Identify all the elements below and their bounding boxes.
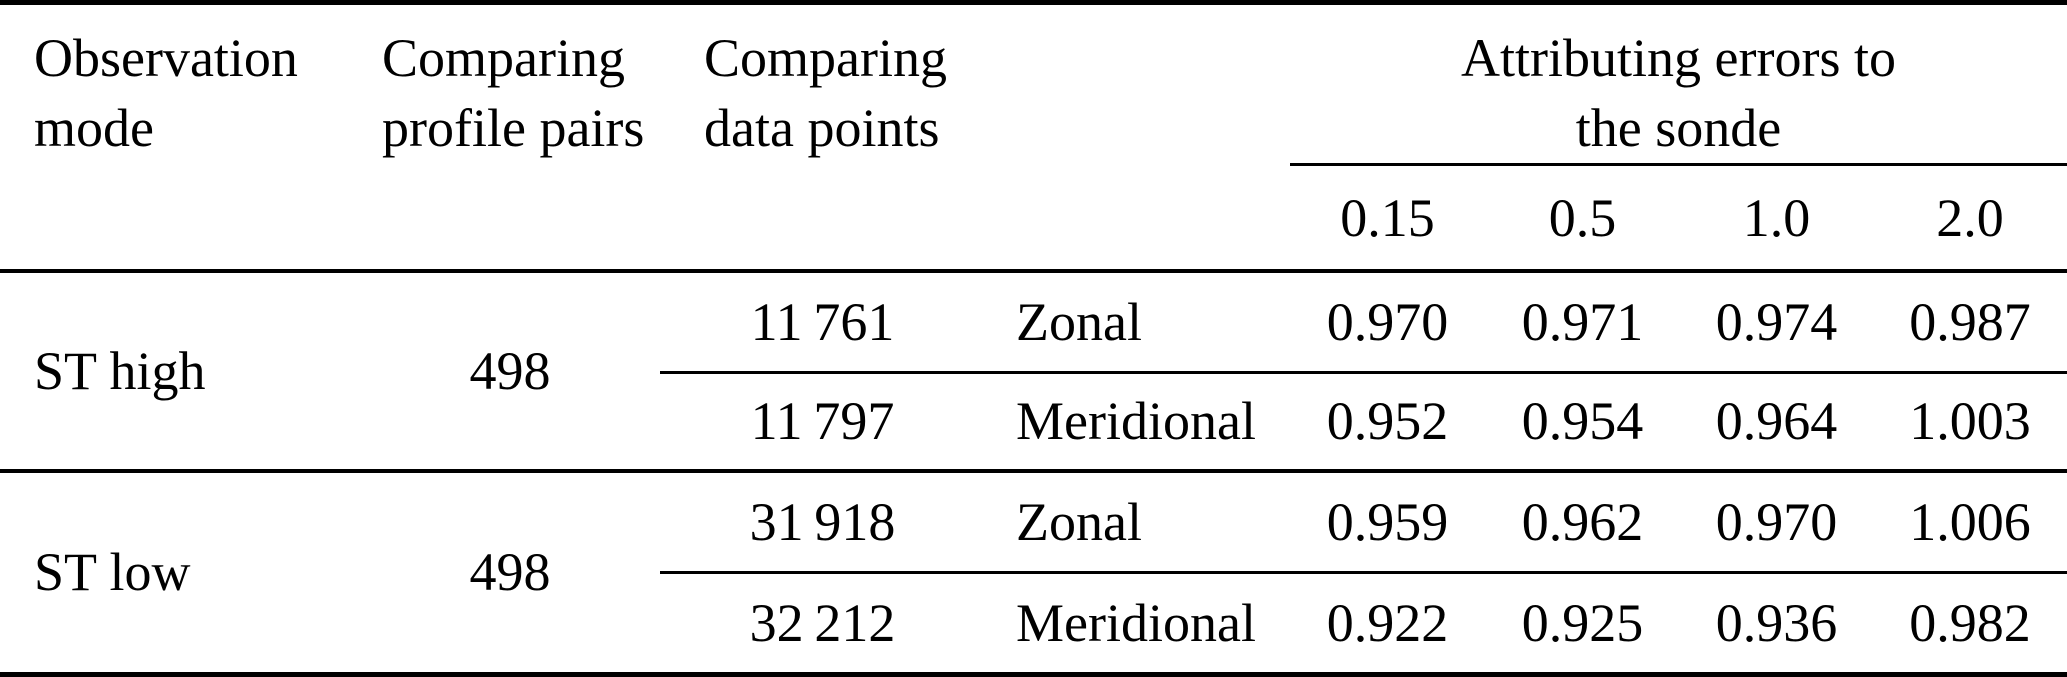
row-st-low-meridional: 32 212 Meridional 0.922 0.925 0.936 0.98… bbox=[0, 572, 2067, 674]
header-observation-mode: Observation mode bbox=[0, 2, 360, 273]
cell-value: 0.970 bbox=[1680, 469, 1873, 574]
header-comparing-profile-pairs: Comparing profile pairs bbox=[360, 2, 660, 273]
cell-value: 0.970 bbox=[1290, 270, 1485, 374]
cell-observation-mode: ST high bbox=[34, 340, 206, 401]
cell-value: 0.925 bbox=[1521, 592, 1644, 653]
cell-value: 0.974 bbox=[1680, 270, 1873, 374]
cell-value: 0.964 bbox=[1715, 391, 1838, 452]
row-st-high-meridional: 11 797 Meridional 0.952 0.954 0.964 1.00… bbox=[0, 372, 2067, 471]
cell-data-points: 31 918 bbox=[660, 469, 985, 574]
row-st-low-zonal: ST low 498 31 918 Zonal 0.959 0.962 0.97… bbox=[0, 469, 2067, 675]
cell-direction: Zonal bbox=[985, 270, 1290, 374]
cell-value: 0.954 bbox=[1521, 391, 1644, 452]
cell-value: 0.959 bbox=[1290, 469, 1485, 574]
cell-value: 1.003 bbox=[1909, 391, 2031, 452]
header-error-level-1: 0.5 bbox=[1485, 164, 1680, 273]
cell-direction: Meridional bbox=[1016, 391, 1256, 452]
header-error-level-3: 2.0 bbox=[1873, 164, 2067, 273]
header-row-error-levels: 0.15 0.5 1.0 2.0 bbox=[0, 164, 2067, 273]
cell-value: 0.987 bbox=[1873, 270, 2067, 374]
cell-profile-pairs: 498 bbox=[360, 469, 660, 675]
cell-direction: Meridional bbox=[1016, 592, 1256, 653]
header-error-level-2: 1.0 bbox=[1680, 164, 1873, 273]
header-attributing-errors-group: Attributing errors to the sonde bbox=[1290, 2, 2067, 167]
cell-observation-mode: ST low bbox=[0, 469, 360, 675]
cell-value: 0.982 bbox=[1909, 592, 2031, 653]
cell-data-points: 11 797 bbox=[750, 391, 895, 452]
cell-profile-pairs: 498 bbox=[469, 340, 551, 401]
header-comparing-data-points: Comparing data points bbox=[660, 2, 985, 273]
header-row-main: Observation mode Comparing profile pairs… bbox=[0, 2, 2067, 273]
cell-direction: Zonal bbox=[985, 469, 1290, 574]
cell-data-points: 32 212 bbox=[749, 592, 896, 653]
cell-value: 0.971 bbox=[1485, 270, 1680, 374]
cell-value: 0.922 bbox=[1326, 592, 1449, 653]
cell-value: 0.952 bbox=[1326, 391, 1449, 452]
header-direction-blank bbox=[985, 2, 1290, 273]
cell-value: 0.936 bbox=[1715, 592, 1838, 653]
cell-value: 1.006 bbox=[1873, 469, 2067, 574]
cell-data-points: 11 761 bbox=[660, 270, 985, 374]
header-error-level-0: 0.15 bbox=[1290, 164, 1485, 273]
row-st-high-zonal: ST high 498 11 761 Zonal 0.970 0.971 0.9… bbox=[0, 270, 2067, 401]
cell-value: 0.962 bbox=[1485, 469, 1680, 574]
